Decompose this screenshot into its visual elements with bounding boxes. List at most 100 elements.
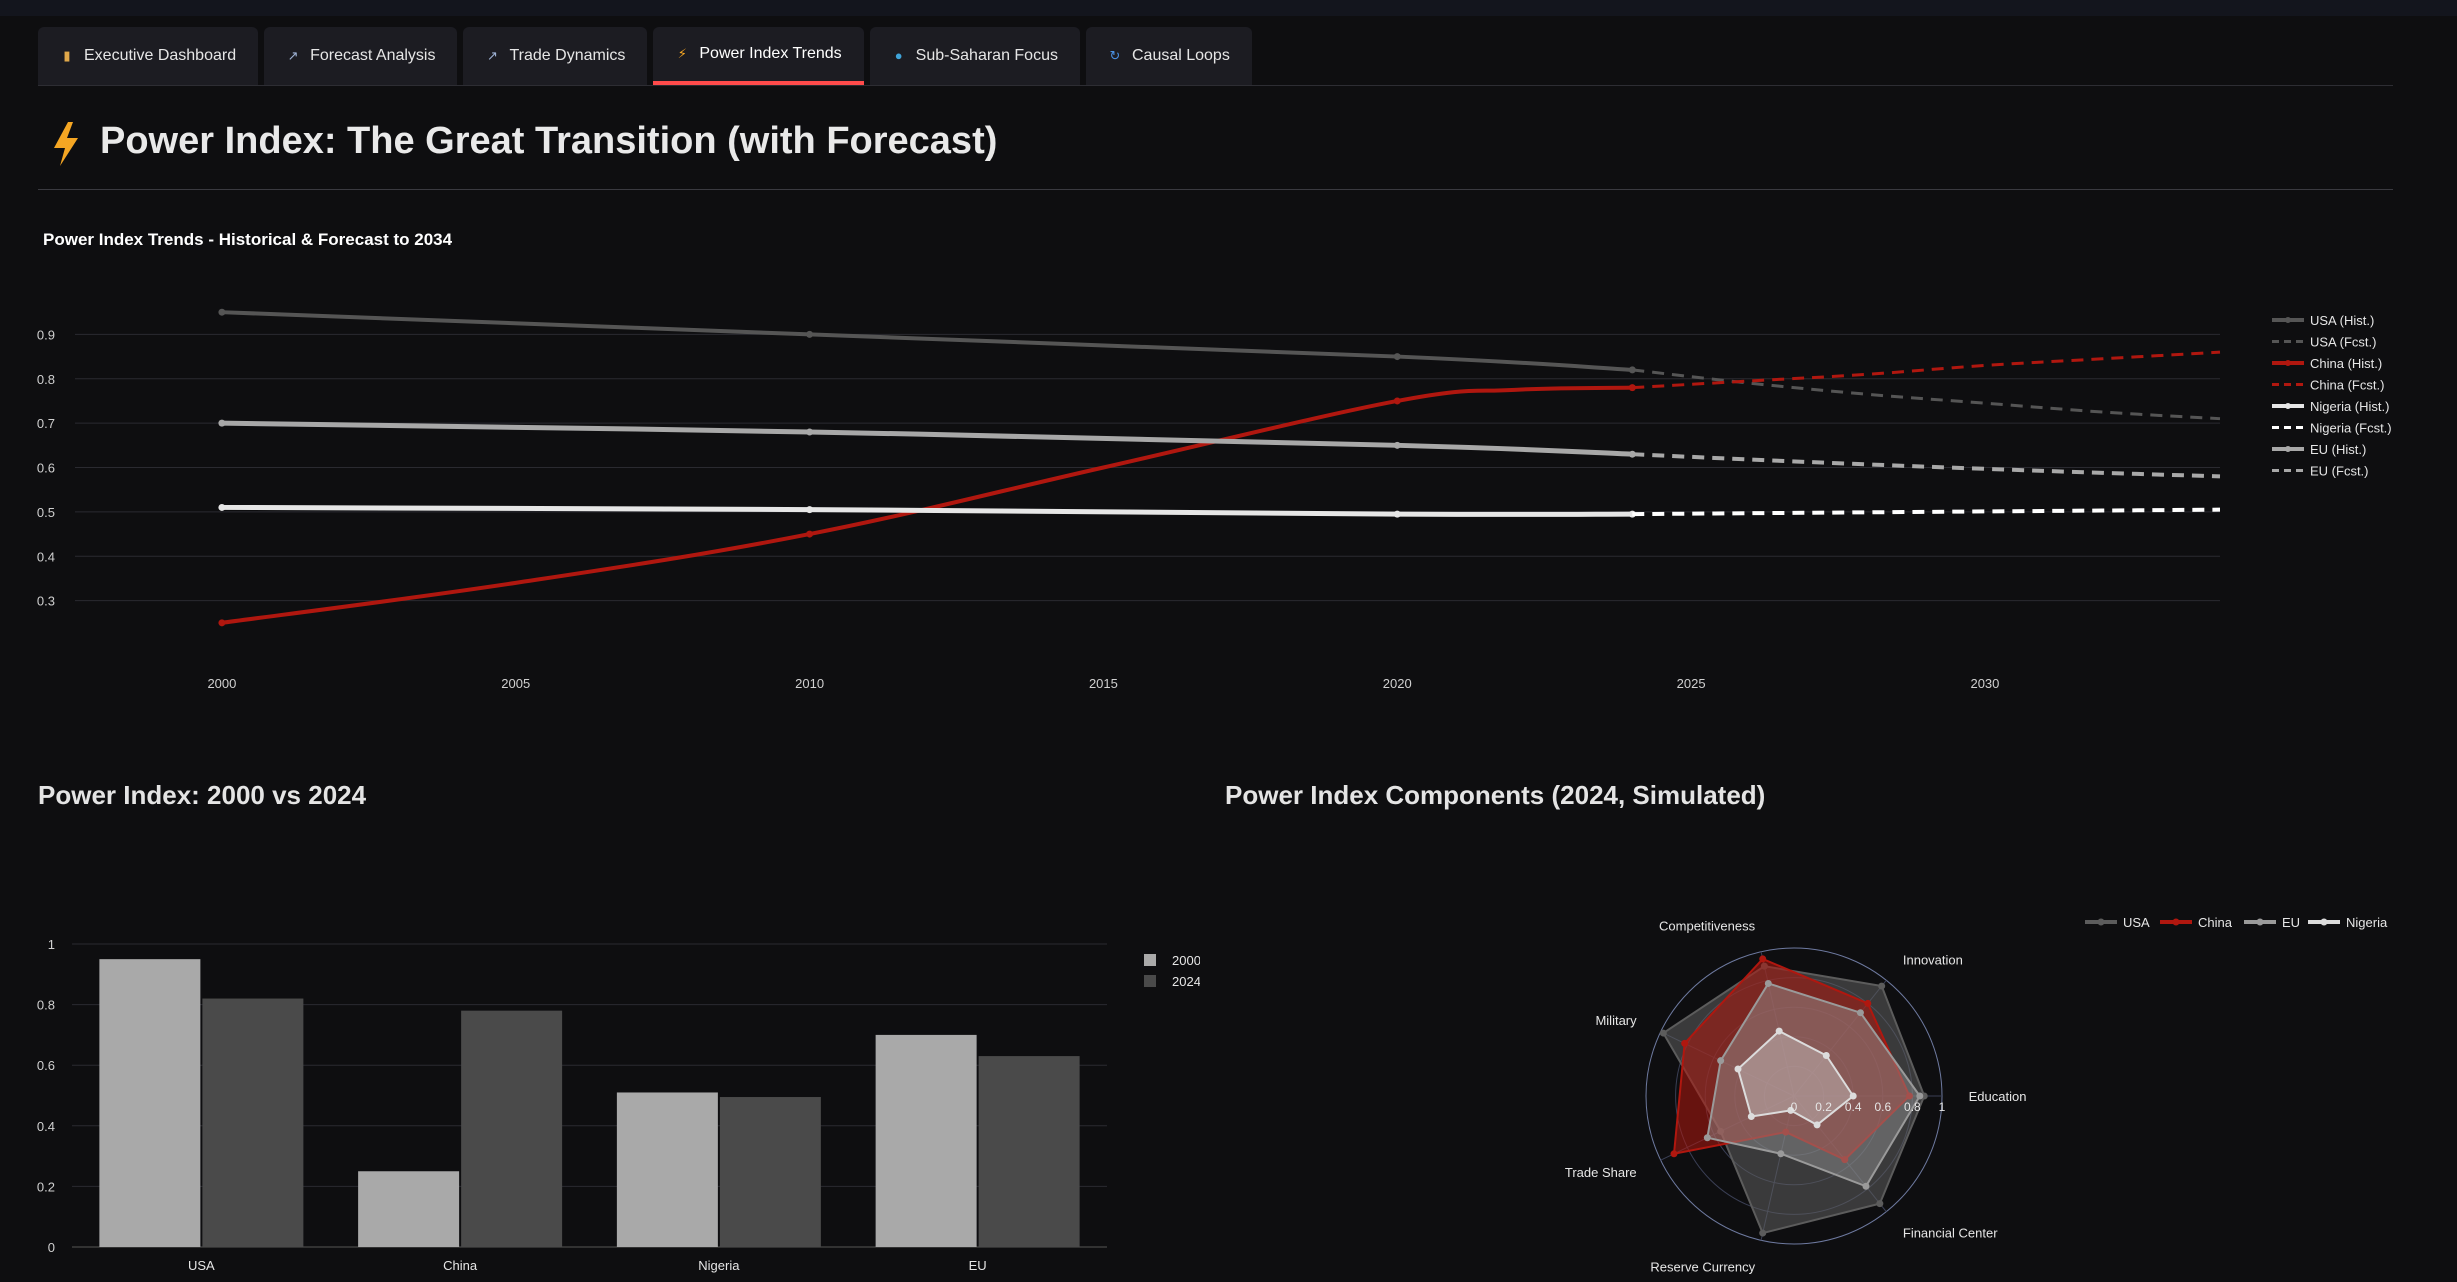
data-point (1393, 353, 1401, 361)
x-tick-label: 2030 (1970, 676, 1999, 691)
trend-chart-icon: ↗ (487, 48, 498, 63)
radar-point (1759, 1229, 1767, 1237)
tab-power-index-trends[interactable]: ⚡ Power Index Trends (653, 27, 864, 85)
tab-executive-dashboard[interactable]: ▮ Executive Dashboard (38, 27, 259, 85)
tab-causal-loops[interactable]: ↻ Causal Loops (1085, 27, 1252, 85)
series-line-eu-fcst (1632, 452, 2221, 479)
axis-label-reserve-currency: Reserve Currency (1650, 1259, 1755, 1274)
power-index-line-chart: 0.3 0.4 0.5 0.6 0.7 0.8 0.9 2000 2005 2010 2015 202… (37, 308, 2392, 691)
axis-label-financial-center: Financial Center (1903, 1226, 1998, 1241)
y-tick-label: 0.5 (37, 505, 55, 520)
radar-point (1878, 982, 1886, 990)
y-tick-label: 0.8 (37, 998, 55, 1013)
legend-label: Nigeria (2346, 915, 2388, 930)
y-tick-label: 0.8 (37, 372, 55, 387)
tab-label: Causal Loops (1131, 47, 1230, 64)
radial-tick-label: 0.4 (1845, 1100, 1862, 1114)
radar-point (1905, 1092, 1913, 1100)
series-line-eu-hist (221, 420, 1633, 457)
radar-point (1841, 1156, 1849, 1164)
trend-chart-icon: ↗ (287, 48, 299, 63)
tab-label: Forecast Analysis (310, 47, 436, 64)
legend-label: USA (Fcst.) (2310, 335, 2376, 350)
x-tick-label: 2015 (1089, 676, 1118, 691)
legend-label: Nigeria (Fcst.) (2310, 421, 2392, 436)
legend-marker (2320, 918, 2328, 926)
axis-label-military: Military (1595, 1013, 1637, 1028)
series-line-nigeria-fcst (1632, 507, 2221, 517)
y-tick-label: 0.9 (37, 327, 55, 342)
radar-point (1670, 1150, 1678, 1158)
page-title: Power Index: The Great Transition (with … (100, 120, 998, 162)
bar-chart-icon: ▮ (63, 48, 71, 63)
top-strip (0, 0, 2457, 16)
radar-point (1916, 1092, 1924, 1100)
legend-label: EU (Hist.) (2310, 442, 2366, 457)
tab-forecast-analysis[interactable]: ↗ Forecast Analysis (264, 27, 458, 85)
legend-swatch (1144, 954, 1156, 966)
data-point (806, 506, 814, 514)
x-tick-label: China (443, 1258, 478, 1273)
radar-point (1864, 999, 1872, 1007)
bar-nigeria-2000 (616, 1092, 718, 1247)
power-index-radar-chart: 0 0.2 0.4 0.6 0.8 1 Education Innovation Competi… (1565, 915, 2388, 1274)
data-point (1393, 510, 1401, 518)
tab-label: Executive Dashboard (84, 47, 237, 64)
y-tick-label: 0.7 (37, 416, 55, 431)
y-tick-label: 0.6 (37, 1058, 55, 1073)
x-tick-label: Nigeria (698, 1258, 740, 1273)
axis-label-trade-share: Trade Share (1565, 1165, 1637, 1180)
legend-label: USA (2123, 915, 2150, 930)
y-tick-label: 0.4 (37, 549, 55, 564)
power-index-bar-chart: 0 0.2 0.4 0.6 0.8 1 USA China Nigeria EU 2000 2024 (37, 937, 1200, 1273)
axis-label-education: Education (1969, 1089, 2027, 1104)
legend-marker (2256, 918, 2264, 926)
bar-nigeria-2024 (719, 1097, 821, 1247)
line-chart-title: Power Index Trends - Historical & Foreca… (43, 230, 453, 249)
tab-trade-dynamics[interactable]: ↗ Trade Dynamics (463, 27, 648, 85)
legend-label: China (Fcst.) (2310, 378, 2384, 393)
radar-point (1782, 1128, 1790, 1136)
radar-point (1862, 1182, 1870, 1190)
x-tick-label: 2025 (1677, 676, 1706, 691)
legend-marker (2285, 360, 2291, 366)
x-tick-label: USA (188, 1258, 215, 1273)
data-point (806, 428, 814, 436)
radial-tick-label: 1 (1939, 1100, 1946, 1114)
tab-label: Power Index Trends (699, 45, 842, 62)
radar-point (1813, 1121, 1821, 1129)
tab-bar: ▮ Executive Dashboard ↗ Forecast Analysis ↗ T… (38, 27, 1252, 87)
radar-point (1787, 1106, 1795, 1114)
legend-label: EU (2282, 915, 2300, 930)
series-line-china-fcst (1632, 350, 2221, 390)
radar-point (1775, 1027, 1783, 1035)
radar-point (1734, 1065, 1742, 1073)
series-line-usa-hist (221, 310, 1633, 372)
x-tick-label: 2000 (207, 676, 236, 691)
x-tick-label: EU (969, 1258, 987, 1273)
radar-point (1717, 1057, 1725, 1065)
legend-marker (2285, 317, 2291, 323)
y-tick-label: 0.6 (37, 461, 55, 476)
radar-point (1849, 1092, 1857, 1100)
bar-eu-2024 (978, 1056, 1080, 1247)
radar-chart-title: Power Index Components (2024, Simulated) (1225, 780, 1766, 810)
radar-point (1777, 1150, 1785, 1158)
data-point (806, 530, 814, 538)
series-line-china-hist (221, 385, 1633, 625)
legend-label: China (2198, 915, 2233, 930)
title-divider (38, 189, 2393, 190)
radar-point (1764, 979, 1772, 987)
data-point (1393, 441, 1401, 449)
radar-point (1822, 1052, 1830, 1060)
lightning-icon: ⚡ (677, 46, 687, 61)
legend-swatch (1144, 975, 1156, 987)
radar-point (1876, 1200, 1884, 1208)
radial-tick-label: 0 (1791, 1100, 1798, 1114)
tab-sub-saharan-focus[interactable]: ● Sub-Saharan Focus (869, 27, 1080, 85)
y-tick-label: 0.4 (37, 1119, 55, 1134)
y-tick-label: 0.3 (37, 594, 55, 609)
data-point (218, 619, 226, 627)
refresh-icon: ↻ (1109, 48, 1121, 63)
radar-point (1681, 1039, 1689, 1047)
